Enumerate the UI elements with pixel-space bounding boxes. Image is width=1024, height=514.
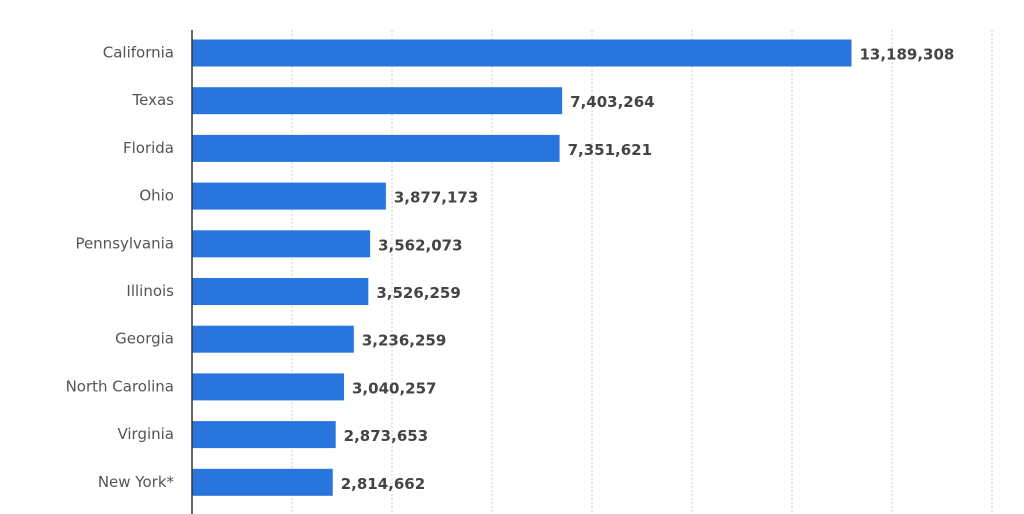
- category-label: Virginia: [117, 425, 174, 443]
- category-label: North Carolina: [66, 377, 174, 395]
- value-label: 3,877,173: [394, 189, 478, 207]
- bar: [192, 325, 354, 353]
- bar: [192, 373, 345, 401]
- value-label: 2,873,653: [344, 427, 428, 445]
- category-label: Florida: [123, 139, 174, 157]
- value-label: 7,403,264: [570, 93, 654, 111]
- category-label: Ohio: [139, 187, 174, 205]
- bar: [192, 278, 369, 305]
- category-label: Illinois: [126, 282, 174, 300]
- category-label: Georgia: [115, 330, 174, 348]
- bar: [192, 468, 333, 496]
- value-label: 3,526,259: [376, 284, 460, 302]
- value-label: 3,562,073: [378, 236, 462, 254]
- value-label: 7,351,621: [568, 141, 652, 159]
- bar: [192, 230, 371, 258]
- category-label: Texas: [132, 91, 175, 109]
- category-label: California: [103, 44, 174, 62]
- value-label: 3,040,257: [352, 379, 436, 397]
- bar: [192, 421, 336, 449]
- category-label: New York*: [98, 473, 175, 491]
- bar: [192, 134, 560, 162]
- bar: [192, 182, 386, 210]
- value-label: 3,236,259: [362, 332, 446, 350]
- category-label: Pennsylvania: [75, 234, 174, 252]
- bar: [192, 39, 852, 67]
- bar: [192, 87, 563, 115]
- value-label: 13,189,308: [859, 46, 954, 64]
- value-label: 2,814,662: [341, 475, 425, 493]
